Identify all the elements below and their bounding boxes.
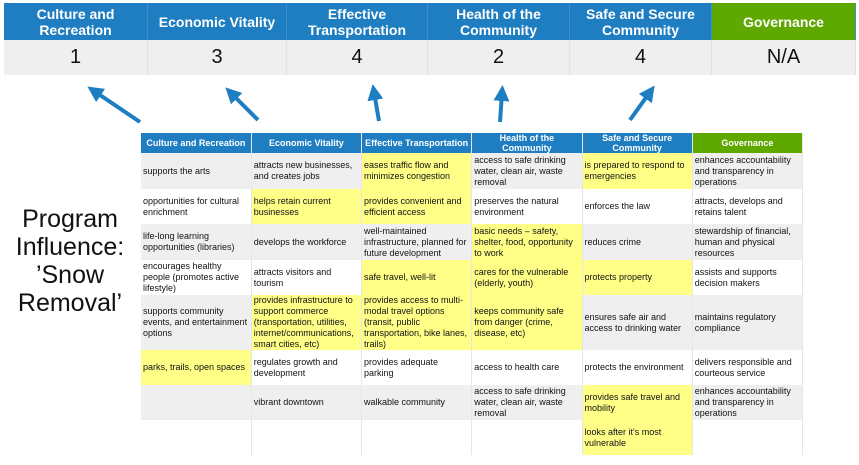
category-header-safe-and-secure-community: Safe and Secure Community: [570, 3, 712, 40]
table-cell: develops the workforce: [251, 224, 363, 260]
score-health-of-the-community: 2: [428, 40, 570, 75]
table-cell: reduces crime: [582, 224, 693, 260]
score-economic-vitality: 3: [148, 40, 287, 75]
table-cell: access to health care: [471, 350, 583, 385]
table-cell: provides adequate parking: [361, 350, 473, 385]
table-cell: access to safe drinking water, clean air…: [471, 385, 583, 420]
table-row: supports community events, and entertain…: [141, 295, 804, 350]
table-cell: helps retain current businesses: [251, 189, 363, 224]
table-cell: is prepared to respond to emergencies: [582, 153, 693, 189]
table-cell: provides infrastructure to support comme…: [251, 295, 363, 350]
table-cell: preserves the natural environment: [471, 189, 583, 224]
table-cell: delivers responsible and courteous servi…: [692, 350, 804, 385]
column-header: Effective Transportation: [361, 133, 473, 153]
table-cell: provides safe travel and mobility: [582, 385, 693, 420]
arrows: [87, 84, 655, 124]
table-row: vibrant downtown walkable community access…: [141, 385, 804, 420]
category-header-economic-vitality: Economic Vitality: [148, 3, 287, 40]
table-row: encourages healthy people (promotes acti…: [141, 260, 804, 295]
table-cell: attracts, develops and retains talent: [692, 189, 804, 224]
table-cell: enhances accountability and transparency…: [692, 385, 804, 420]
table-cell: [361, 420, 473, 455]
table-cell: enforces the law: [582, 189, 693, 224]
table-cell: stewardship of financial, human and phys…: [692, 224, 804, 260]
table-cell: enhances accountability and transparency…: [692, 153, 804, 189]
score-culture-and-recreation: 1: [4, 40, 148, 75]
arrow-icon: [628, 85, 655, 122]
influence-table: Culture and Recreation Economic Vitality E…: [141, 133, 804, 455]
table-cell: attracts visitors and tourism: [251, 260, 363, 295]
table-row: parks, trails, open spaces regulates grow…: [141, 350, 804, 385]
table-row: looks after it's most vulnerable: [141, 420, 804, 455]
category-header-effective-transportation: Effective Transportation: [287, 3, 428, 40]
table-cell: supports the arts: [141, 153, 252, 189]
table-cell: access to safe drinking water, clean air…: [471, 153, 583, 189]
score-safe-and-secure-community: 4: [570, 40, 712, 75]
table-cell: [692, 420, 804, 455]
table-row: supports the arts attracts new businesses…: [141, 153, 804, 189]
table-cell: keeps community safe from danger (crime,…: [471, 295, 583, 350]
score-governance: N/A: [712, 40, 856, 75]
table-row: opportunities for cultural enrichment hel…: [141, 189, 804, 224]
table-cell: eases traffic flow and minimizes congest…: [361, 153, 473, 189]
table-cell: life-long learning opportunities (librar…: [141, 224, 252, 260]
table-cell: assists and supports decision makers: [692, 260, 804, 295]
table-cell: provides convenient and efficient access: [361, 189, 473, 224]
table-cell: basic needs – safety, shelter, food, opp…: [471, 224, 583, 260]
table-cell: well-maintained infrastructure, planned …: [361, 224, 473, 260]
column-header: Safe and Secure Community: [582, 133, 693, 153]
table-cell: [471, 420, 583, 455]
table-cell: provides access to multi-modal travel op…: [361, 295, 473, 350]
score-effective-transportation: 4: [287, 40, 428, 75]
table-cell: vibrant downtown: [251, 385, 363, 420]
table-cell: safe travel, well-lit: [361, 260, 473, 295]
table-cell: parks, trails, open spaces: [141, 350, 252, 385]
table-cell: supports community events, and entertain…: [141, 295, 252, 350]
column-header: Governance: [692, 133, 804, 153]
column-header: Economic Vitality: [251, 133, 363, 153]
summary-scoreboard: Culture and Recreation Economic Vitality E…: [4, 3, 856, 75]
table-cell: maintains regulatory compliance: [692, 295, 804, 350]
table-cell: encourages healthy people (promotes acti…: [141, 260, 252, 295]
table-cell: regulates growth and development: [251, 350, 363, 385]
column-header: Culture and Recreation: [141, 133, 252, 153]
arrow-icon: [225, 87, 260, 122]
table-cell: [141, 385, 252, 420]
arrow-icon: [493, 85, 510, 123]
table-cell: looks after it's most vulnerable: [582, 420, 693, 455]
table-cell: cares for the vulnerable (elderly, youth…: [471, 260, 583, 295]
program-influence-label: Program Influence: ’Snow Removal’: [15, 205, 125, 317]
category-header-governance: Governance: [712, 3, 856, 40]
arrow-icon: [87, 86, 142, 124]
column-header: Health of the Community: [471, 133, 583, 153]
table-cell: protects the environment: [582, 350, 693, 385]
table-cell: walkable community: [361, 385, 473, 420]
table-cell: attracts new businesses, and creates job…: [251, 153, 363, 189]
table-row: life-long learning opportunities (librar…: [141, 224, 804, 260]
table-cell: [251, 420, 363, 455]
category-header-health-of-the-community: Health of the Community: [428, 3, 570, 40]
table-cell: [141, 420, 252, 455]
table-cell: ensures safe air and access to drinking …: [582, 295, 693, 350]
arrow-icon: [367, 84, 384, 122]
table-cell: opportunities for cultural enrichment: [141, 189, 252, 224]
category-header-culture-and-recreation: Culture and Recreation: [4, 3, 148, 40]
table-cell: protects property: [582, 260, 693, 295]
